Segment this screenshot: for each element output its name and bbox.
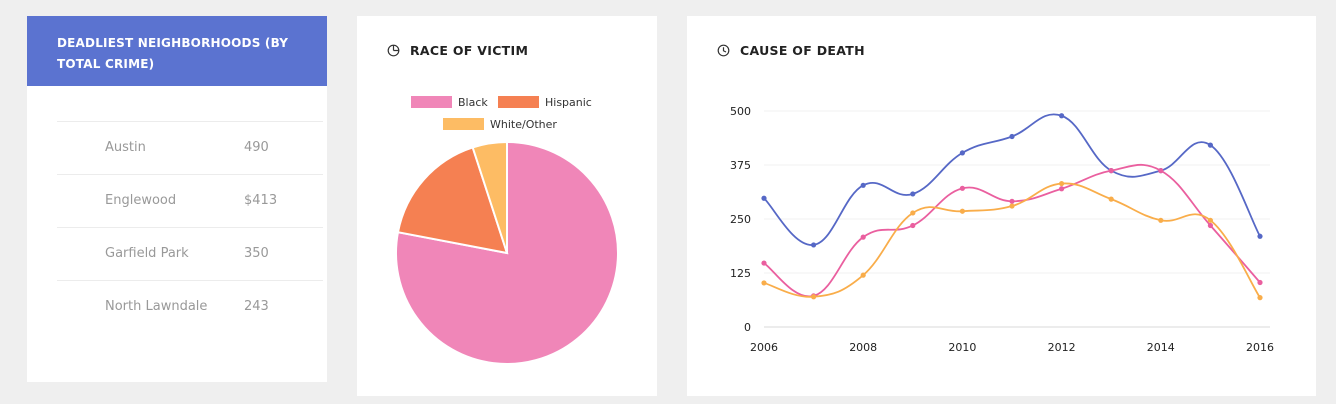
data-point[interactable]: [1108, 168, 1114, 174]
data-point[interactable]: [761, 195, 767, 201]
data-point[interactable]: [959, 208, 965, 214]
neighborhood-name: Austin: [105, 140, 146, 155]
neighborhood-name: North Lawndale: [105, 299, 208, 314]
series-line-2: [763, 163, 1261, 298]
data-point[interactable]: [1009, 133, 1015, 140]
neighborhood-value: 490: [244, 140, 269, 155]
x-tick-label: 2016: [1246, 341, 1274, 354]
data-point[interactable]: [910, 191, 916, 197]
race-title: RACE OF VICTIM: [410, 43, 529, 58]
cause-line-chart: 0 125 250 375 500 2006 2008 2010 2012 2014 2016: [730, 105, 1274, 354]
x-tick-label: 2006: [750, 341, 778, 354]
y-tick-label: 0: [744, 321, 751, 334]
y-tick-label: 125: [730, 267, 751, 280]
data-point[interactable]: [1158, 217, 1164, 223]
neighborhood-name: Englewood: [105, 193, 177, 208]
data-point[interactable]: [761, 260, 767, 266]
clock-icon: [717, 44, 730, 57]
x-tick-label: 2010: [948, 341, 976, 354]
legend-label: Black: [458, 96, 488, 109]
neighborhood-value: 350: [244, 246, 269, 261]
list-item: Austin 490: [57, 121, 323, 174]
data-point[interactable]: [860, 234, 866, 240]
data-point[interactable]: [959, 185, 965, 191]
data-point[interactable]: [1158, 168, 1164, 174]
list-item: Englewood $413: [57, 174, 323, 227]
legend-swatch: [443, 118, 484, 130]
data-point[interactable]: [1207, 142, 1213, 148]
data-point[interactable]: [959, 150, 965, 156]
data-point[interactable]: [811, 242, 817, 248]
data-point[interactable]: [860, 182, 866, 188]
y-tick-label: 250: [730, 213, 751, 226]
x-tick-label: 2008: [849, 341, 877, 354]
data-point[interactable]: [1059, 180, 1065, 187]
race-pie-chart: [395, 140, 619, 365]
legend-item-black[interactable]: Black: [411, 96, 488, 109]
data-point[interactable]: [860, 272, 866, 278]
data-point[interactable]: [1257, 279, 1263, 286]
pie-slice-white-other[interactable]: [471, 140, 508, 254]
neighborhoods-title: DEADLIEST NEIGHBORHOODS (BY TOTAL CRIME): [27, 16, 327, 86]
neighborhoods-card: DEADLIEST NEIGHBORHOODS (BY TOTAL CRIME)…: [27, 16, 327, 382]
data-point[interactable]: [1207, 217, 1213, 223]
legend-swatch: [411, 96, 452, 108]
neighborhoods-list: Austin 490 Englewood $413 Garfield Park …: [57, 121, 323, 333]
data-point[interactable]: [811, 294, 817, 300]
data-point[interactable]: [1059, 186, 1065, 192]
data-point[interactable]: [1207, 222, 1213, 229]
neighborhood-value: $413: [244, 193, 278, 208]
data-point[interactable]: [1059, 113, 1065, 119]
legend-swatch: [498, 96, 539, 108]
y-tick-label: 500: [730, 105, 751, 118]
y-tick-label: 375: [730, 159, 751, 172]
race-card: RACE OF VICTIM Black Hispanic White/Othe…: [357, 16, 657, 396]
neighborhood-value: 243: [244, 299, 269, 314]
pie-chart-icon: [387, 44, 400, 57]
list-item: North Lawndale 243: [57, 280, 323, 333]
x-tick-label: 2012: [1048, 341, 1076, 354]
neighborhood-name: Garfield Park: [105, 246, 189, 261]
list-item: Garfield Park 350: [57, 227, 323, 280]
legend-item-hispanic[interactable]: Hispanic: [498, 96, 592, 109]
legend-item-white-other[interactable]: White/Other: [443, 118, 557, 131]
data-point[interactable]: [761, 280, 767, 286]
cause-card: CAUSE OF DEATH 0 125 250 375 500 2006 2008 2010…: [687, 16, 1316, 396]
data-point[interactable]: [1257, 233, 1263, 239]
legend-label: White/Other: [490, 118, 557, 131]
data-point[interactable]: [1108, 196, 1114, 202]
legend-label: Hispanic: [545, 96, 592, 109]
data-point[interactable]: [910, 222, 916, 229]
x-tick-label: 2014: [1147, 341, 1175, 354]
data-point[interactable]: [1009, 198, 1015, 204]
pie-slice-hispanic[interactable]: [396, 146, 509, 255]
data-point[interactable]: [1257, 295, 1263, 301]
data-point[interactable]: [910, 210, 916, 216]
data-point[interactable]: [1009, 203, 1015, 209]
cause-title: CAUSE OF DEATH: [740, 43, 865, 58]
